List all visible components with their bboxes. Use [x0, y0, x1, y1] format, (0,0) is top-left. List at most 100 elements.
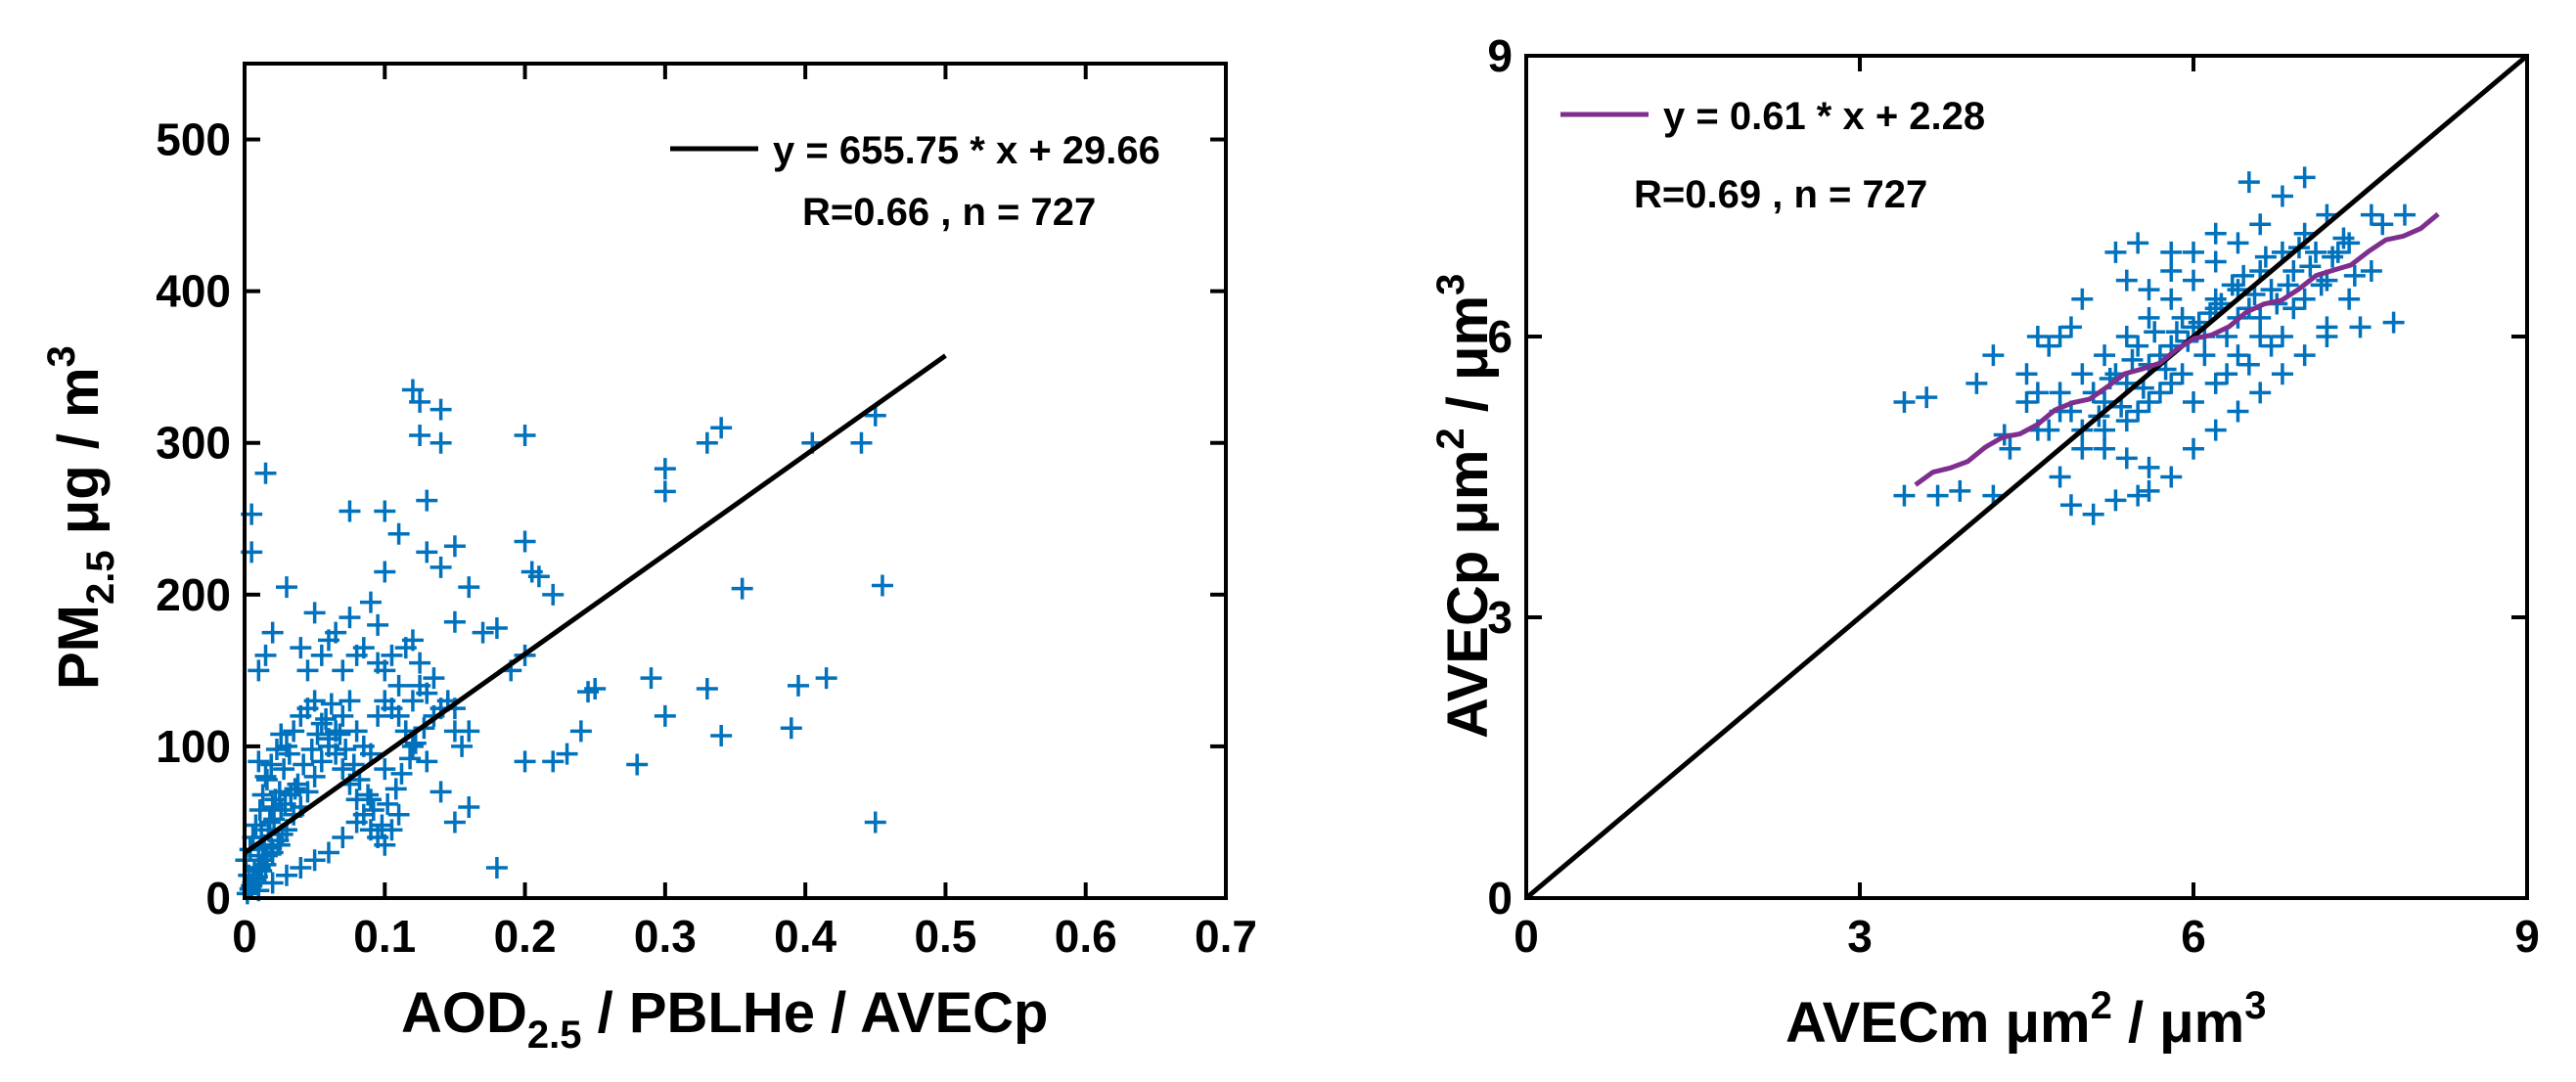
chart-right-data-point: [2104, 489, 2127, 512]
chart-right-axes: 0 3 6 9 0 3 6 9: [1487, 30, 2539, 962]
chart-left-data-point: [290, 856, 312, 879]
chart-left-data-point: [254, 644, 277, 666]
chart-right-data-point: [1966, 372, 1988, 394]
chart-left-data-point: [640, 667, 662, 690]
chart-left-data-point: [401, 379, 424, 401]
chart-right-data-point: [2293, 166, 2316, 189]
chart-right-data-point: [1893, 484, 1916, 507]
chart-left-regression-line: [243, 353, 947, 856]
chart-left-data-point: [404, 732, 427, 754]
chart-left-x-tick-label: 0.1: [353, 911, 416, 962]
chart-right-y-tick-label: 3: [1487, 592, 1513, 643]
chart-left-data-point: [443, 811, 466, 834]
chart-right-data-point: [2160, 260, 2183, 283]
chart-right-data-point: [2204, 250, 2227, 273]
chart-right-x-tick-label: 0: [1514, 911, 1539, 962]
chart-left-x-tick-label: 0: [232, 911, 257, 962]
chart-left-data-point: [569, 720, 592, 743]
chart-left-x-tick-label: 0.5: [914, 911, 976, 962]
chart-left-data-point: [374, 561, 396, 583]
chart-right-x-tick-label: 9: [2514, 911, 2540, 962]
chart-left-data-point: [710, 725, 733, 747]
chart-left-data-point: [359, 591, 382, 613]
chart-right-x-tick-label: 3: [1847, 911, 1873, 962]
chart-right-data-point: [2204, 372, 2227, 394]
chart-right-data-point: [2299, 255, 2322, 278]
chart-left-data-point: [332, 758, 354, 781]
chart-right-data-point: [2171, 363, 2193, 385]
chart-right-data-point: [2183, 390, 2204, 413]
chart-right-data-point: [1926, 484, 1949, 507]
chart-left-data-point: [332, 704, 354, 727]
chart-right-data-point: [2059, 316, 2082, 338]
chart-right-data-point: [2293, 344, 2316, 367]
chart-left-data-point: [696, 677, 718, 699]
chart-right-data-point: [2138, 279, 2160, 301]
chart-left-data-point: [315, 707, 338, 730]
chart-right-y-tick-label: 6: [1487, 311, 1513, 362]
chart-right-data-point: [2305, 241, 2327, 263]
chart-left-data-point: [409, 390, 431, 413]
chart-left-data-point: [458, 795, 480, 818]
chart-left-scatter-points: [235, 379, 893, 905]
chart-right-scatter-points: [1893, 166, 2416, 525]
chart-left-data-point: [345, 789, 368, 811]
chart-left-stats: R=0.66 , n = 727: [802, 191, 1096, 234]
chart-left-data-point: [367, 652, 389, 674]
chart-right-data-point: [2160, 288, 2183, 310]
chart-right-data-point: [2282, 260, 2305, 283]
chart-left-data-point: [485, 616, 508, 639]
chart-right-data-point: [2049, 326, 2071, 347]
chart-left-data-point: [815, 667, 837, 690]
chart-left-data-point: [325, 743, 347, 765]
chart-left-y-tick-label: 100: [156, 721, 231, 772]
chart-left-x-tick-label: 0.7: [1195, 911, 1257, 962]
chart-left-data-point: [275, 864, 297, 886]
chart-right-data-point: [1916, 386, 1938, 409]
chart-left-data-point: [270, 723, 293, 745]
chart-left-y-axis-label: PM2.5 μg / m3: [40, 345, 122, 690]
chart-left-data-point: [654, 480, 676, 503]
chart-right-data-point: [2360, 203, 2382, 226]
chart-right-data-point: [2059, 494, 2082, 517]
chart-left-data-point: [332, 659, 354, 682]
chart-left-data-point: [429, 781, 452, 803]
chart-left-data-point: [399, 747, 422, 770]
chart-left-axes: 0 0.1 0.2 0.3 0.4 0.5 0.6 0.7 0 100 200 300 400 500: [156, 62, 1257, 962]
chart-right-data-point: [2115, 410, 2138, 432]
chart-left-data-point: [317, 728, 339, 750]
chart-right-data-point: [2138, 306, 2160, 329]
chart-right-data-point: [2382, 311, 2405, 334]
chart-left-data-point: [260, 753, 283, 776]
chart-left-data-point: [864, 404, 886, 427]
chart-right-data-point: [2165, 321, 2188, 343]
chart-right-data-point: [2144, 321, 2166, 343]
chart-left-data-point: [387, 522, 410, 545]
chart-right-x-axis-label: AVECm μm2 / μm3: [1785, 984, 2267, 1055]
chart-left-y-tick-label: 200: [156, 569, 231, 620]
chart-left-data-point: [332, 826, 354, 848]
chart-left-data-point: [339, 690, 361, 712]
chart-right-data-point: [2015, 390, 2038, 413]
chart-left-data-point: [451, 735, 474, 757]
chart-left-data-point: [362, 799, 384, 822]
chart-left-data-point: [443, 610, 466, 633]
chart-left-data-point: [780, 717, 802, 740]
chart-right-data-point: [1999, 437, 2021, 460]
chart-left-data-point: [416, 489, 438, 512]
chart-right-data-point: [2227, 232, 2249, 254]
chart-left-data-point: [290, 637, 312, 659]
chart-right-data-point: [2138, 456, 2160, 478]
chart-left-y-tick-label: 500: [156, 114, 231, 165]
chart-left-data-point: [390, 762, 413, 785]
chart-right-data-point: [2271, 326, 2293, 347]
chart-right-data-point: [2127, 232, 2149, 254]
chart-left-y-tick-label: 400: [156, 266, 231, 317]
chart-left-data-point: [514, 530, 536, 553]
chart-left-data-point: [423, 667, 445, 690]
chart-left-data-point: [310, 750, 333, 773]
chart-left-data-point: [401, 690, 424, 712]
chart-left-data-point: [381, 644, 403, 666]
chart-right-data-point: [2327, 241, 2349, 263]
chart-left-data-point: [472, 621, 494, 644]
